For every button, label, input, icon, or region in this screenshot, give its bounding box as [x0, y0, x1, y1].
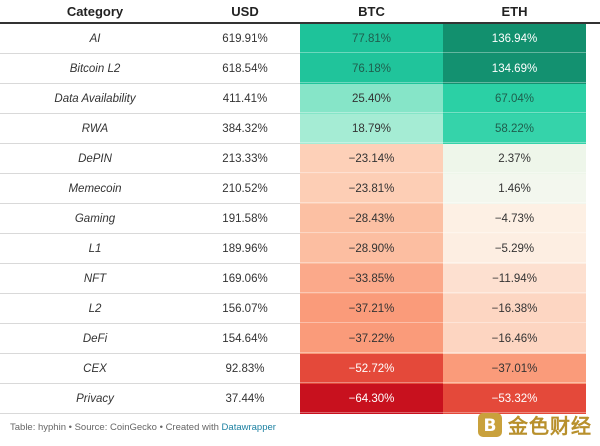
- usd-cell: 169.06%: [190, 263, 300, 294]
- eth-cell: 134.69%: [443, 53, 586, 84]
- header-spacer: [586, 0, 600, 24]
- datawrapper-link[interactable]: Datawrapper: [221, 422, 276, 433]
- table-row: RWA 384.32% 18.79% 58.22%: [0, 113, 600, 144]
- btc-cell: −37.21%: [300, 293, 443, 324]
- category-cell: Bitcoin L2: [0, 53, 190, 84]
- usd-cell: 619.91%: [190, 23, 300, 54]
- btc-cell: −64.30%: [300, 383, 443, 414]
- eth-cell: −53.32%: [443, 383, 586, 414]
- table-row: L2 156.07% −37.21% −16.38%: [0, 293, 600, 324]
- btc-cell: −28.43%: [300, 203, 443, 234]
- table-header-row: Category USD BTC ETH: [0, 0, 600, 24]
- btc-cell: −52.72%: [300, 353, 443, 384]
- row-spacer: [586, 23, 600, 54]
- category-cell: AI: [0, 23, 190, 54]
- table-row: Data Availability 411.41% 25.40% 67.04%: [0, 83, 600, 114]
- row-spacer: [586, 204, 600, 234]
- category-cell: Privacy: [0, 383, 190, 414]
- eth-cell: −5.29%: [443, 233, 586, 264]
- table-row: DeFi 154.64% −37.22% −16.46%: [0, 323, 600, 354]
- eth-cell: 1.46%: [443, 173, 586, 204]
- btc-cell: 76.18%: [300, 53, 443, 84]
- btc-cell: 77.81%: [300, 23, 443, 54]
- row-spacer: [586, 54, 600, 84]
- row-spacer: [586, 84, 600, 114]
- table-row: Bitcoin L2 618.54% 76.18% 134.69%: [0, 53, 600, 84]
- usd-cell: 213.33%: [190, 143, 300, 174]
- eth-cell: −11.94%: [443, 263, 586, 294]
- btc-cell: −23.14%: [300, 143, 443, 174]
- category-cell: Gaming: [0, 203, 190, 234]
- category-cell: Data Availability: [0, 83, 190, 114]
- table-row: Gaming 191.58% −28.43% −4.73%: [0, 203, 600, 234]
- usd-cell: 154.64%: [190, 323, 300, 354]
- usd-cell: 189.96%: [190, 233, 300, 264]
- category-cell: DeFi: [0, 323, 190, 354]
- eth-cell: 2.37%: [443, 143, 586, 174]
- footer-credit-text: Table: hyphin • Source: CoinGecko • Crea…: [10, 422, 222, 433]
- usd-cell: 618.54%: [190, 53, 300, 84]
- table-row: Privacy 37.44% −64.30% −53.32%: [0, 383, 600, 414]
- table-body: AI 619.91% 77.81% 136.94% Bitcoin L2 618.54% 7…: [0, 23, 600, 414]
- usd-cell: 411.41%: [190, 83, 300, 114]
- eth-cell: −37.01%: [443, 353, 586, 384]
- usd-cell: 191.58%: [190, 203, 300, 234]
- row-spacer: [586, 264, 600, 294]
- table-row: L1 189.96% −28.90% −5.29%: [0, 233, 600, 264]
- watermark-text: 金色财经: [508, 414, 592, 438]
- btc-cell: −37.22%: [300, 323, 443, 354]
- category-cell: CEX: [0, 353, 190, 384]
- row-spacer: [586, 294, 600, 324]
- eth-cell: −4.73%: [443, 203, 586, 234]
- table-row: CEX 92.83% −52.72% −37.01%: [0, 353, 600, 384]
- watermark: B 金色财经: [477, 410, 592, 439]
- performance-table-wrapper: Category USD BTC ETH AI 619.91% 77.81% 136.…: [0, 0, 600, 414]
- table-row: DePIN 213.33% −23.14% 2.37%: [0, 143, 600, 174]
- column-header-category[interactable]: Category: [0, 0, 190, 24]
- row-spacer: [586, 324, 600, 354]
- eth-cell: −16.38%: [443, 293, 586, 324]
- category-cell: RWA: [0, 113, 190, 144]
- row-spacer: [586, 234, 600, 264]
- column-header-btc[interactable]: BTC: [300, 0, 443, 24]
- category-cell: L2: [0, 293, 190, 324]
- column-header-usd[interactable]: USD: [190, 0, 300, 24]
- usd-cell: 210.52%: [190, 173, 300, 204]
- category-cell: NFT: [0, 263, 190, 294]
- usd-cell: 384.32%: [190, 113, 300, 144]
- table-footer: Table: hyphin • Source: CoinGecko • Crea…: [10, 422, 276, 433]
- row-spacer: [586, 384, 600, 414]
- row-spacer: [586, 174, 600, 204]
- row-spacer: [586, 114, 600, 144]
- table-row: Memecoin 210.52% −23.81% 1.46%: [0, 173, 600, 204]
- eth-cell: 58.22%: [443, 113, 586, 144]
- bitcoin-logo-icon: B: [478, 412, 502, 437]
- column-header-eth[interactable]: ETH: [443, 0, 586, 24]
- eth-cell: −16.46%: [443, 323, 586, 354]
- btc-cell: −28.90%: [300, 233, 443, 264]
- row-spacer: [586, 144, 600, 174]
- table-row: AI 619.91% 77.81% 136.94%: [0, 23, 600, 54]
- performance-table: Category USD BTC ETH AI 619.91% 77.81% 136.…: [0, 0, 600, 414]
- btc-cell: 25.40%: [300, 83, 443, 114]
- btc-cell: 18.79%: [300, 113, 443, 144]
- row-spacer: [586, 354, 600, 384]
- usd-cell: 92.83%: [190, 353, 300, 384]
- btc-cell: −23.81%: [300, 173, 443, 204]
- category-cell: DePIN: [0, 143, 190, 174]
- table-row: NFT 169.06% −33.85% −11.94%: [0, 263, 600, 294]
- btc-cell: −33.85%: [300, 263, 443, 294]
- eth-cell: 136.94%: [443, 23, 586, 54]
- usd-cell: 156.07%: [190, 293, 300, 324]
- usd-cell: 37.44%: [190, 383, 300, 414]
- category-cell: Memecoin: [0, 173, 190, 204]
- category-cell: L1: [0, 233, 190, 264]
- svg-text:B: B: [484, 416, 497, 436]
- eth-cell: 67.04%: [443, 83, 586, 114]
